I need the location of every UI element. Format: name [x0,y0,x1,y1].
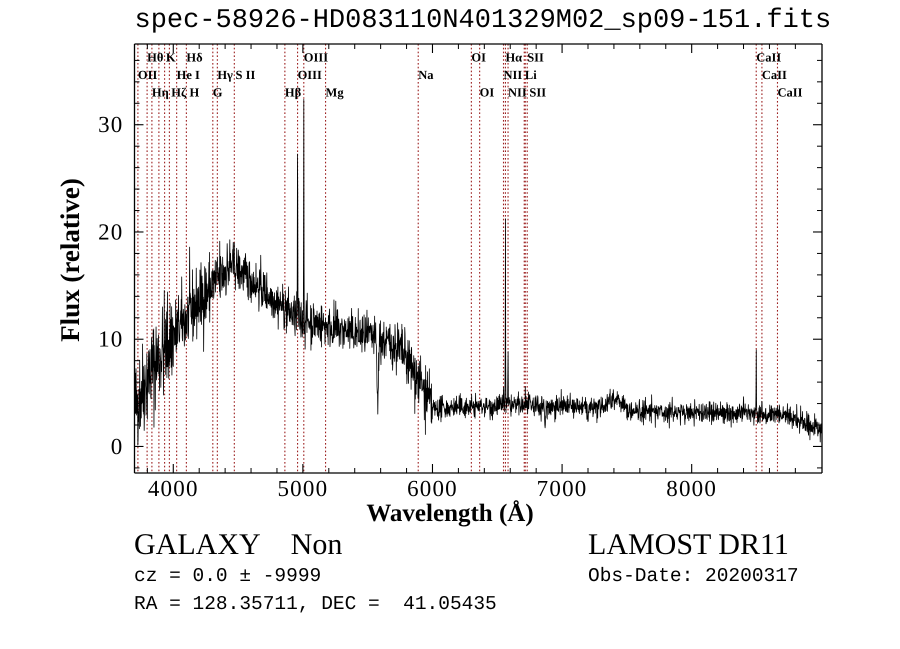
svg-text:OIII: OIII [304,50,328,64]
svg-text:NII: NII [508,86,527,100]
svg-text:G: G [213,86,223,100]
svg-text:10: 10 [98,327,123,352]
svg-text:OI: OI [471,50,486,64]
svg-text:H: H [189,86,199,100]
svg-text:Hθ: Hθ [147,50,163,64]
svg-text:Hγ: Hγ [217,68,233,82]
svg-text:Hζ: Hζ [171,86,187,100]
svg-text:CaII: CaII [777,86,802,100]
svg-text:OII: OII [138,68,158,82]
svg-text:CaII: CaII [756,50,781,64]
svg-text:Hα: Hα [505,50,522,64]
svg-text:NII: NII [504,68,523,82]
svg-text:8000: 8000 [666,476,717,501]
svg-text:OIII: OIII [298,68,322,82]
svg-text:30: 30 [98,112,123,137]
svg-text:5000: 5000 [277,476,328,501]
svg-text:He I: He I [177,68,200,82]
svg-text:SII: SII [529,86,546,100]
svg-text:Hδ: Hδ [186,50,203,64]
svg-text:SII: SII [527,50,544,64]
svg-text:6000: 6000 [407,476,458,501]
svg-text:20: 20 [98,219,123,244]
svg-text:4000: 4000 [148,476,199,501]
svg-text:Mg: Mg [326,86,345,100]
svg-text:7000: 7000 [537,476,588,501]
svg-text:Hη: Hη [152,86,169,100]
svg-text:K: K [166,50,176,64]
svg-text:S II: S II [236,68,256,82]
svg-text:Hβ: Hβ [285,86,302,100]
svg-text:CaII: CaII [762,68,787,82]
svg-text:OI: OI [480,86,495,100]
svg-text:Na: Na [418,68,434,82]
svg-text:Li: Li [525,68,537,82]
svg-text:0: 0 [111,434,124,459]
